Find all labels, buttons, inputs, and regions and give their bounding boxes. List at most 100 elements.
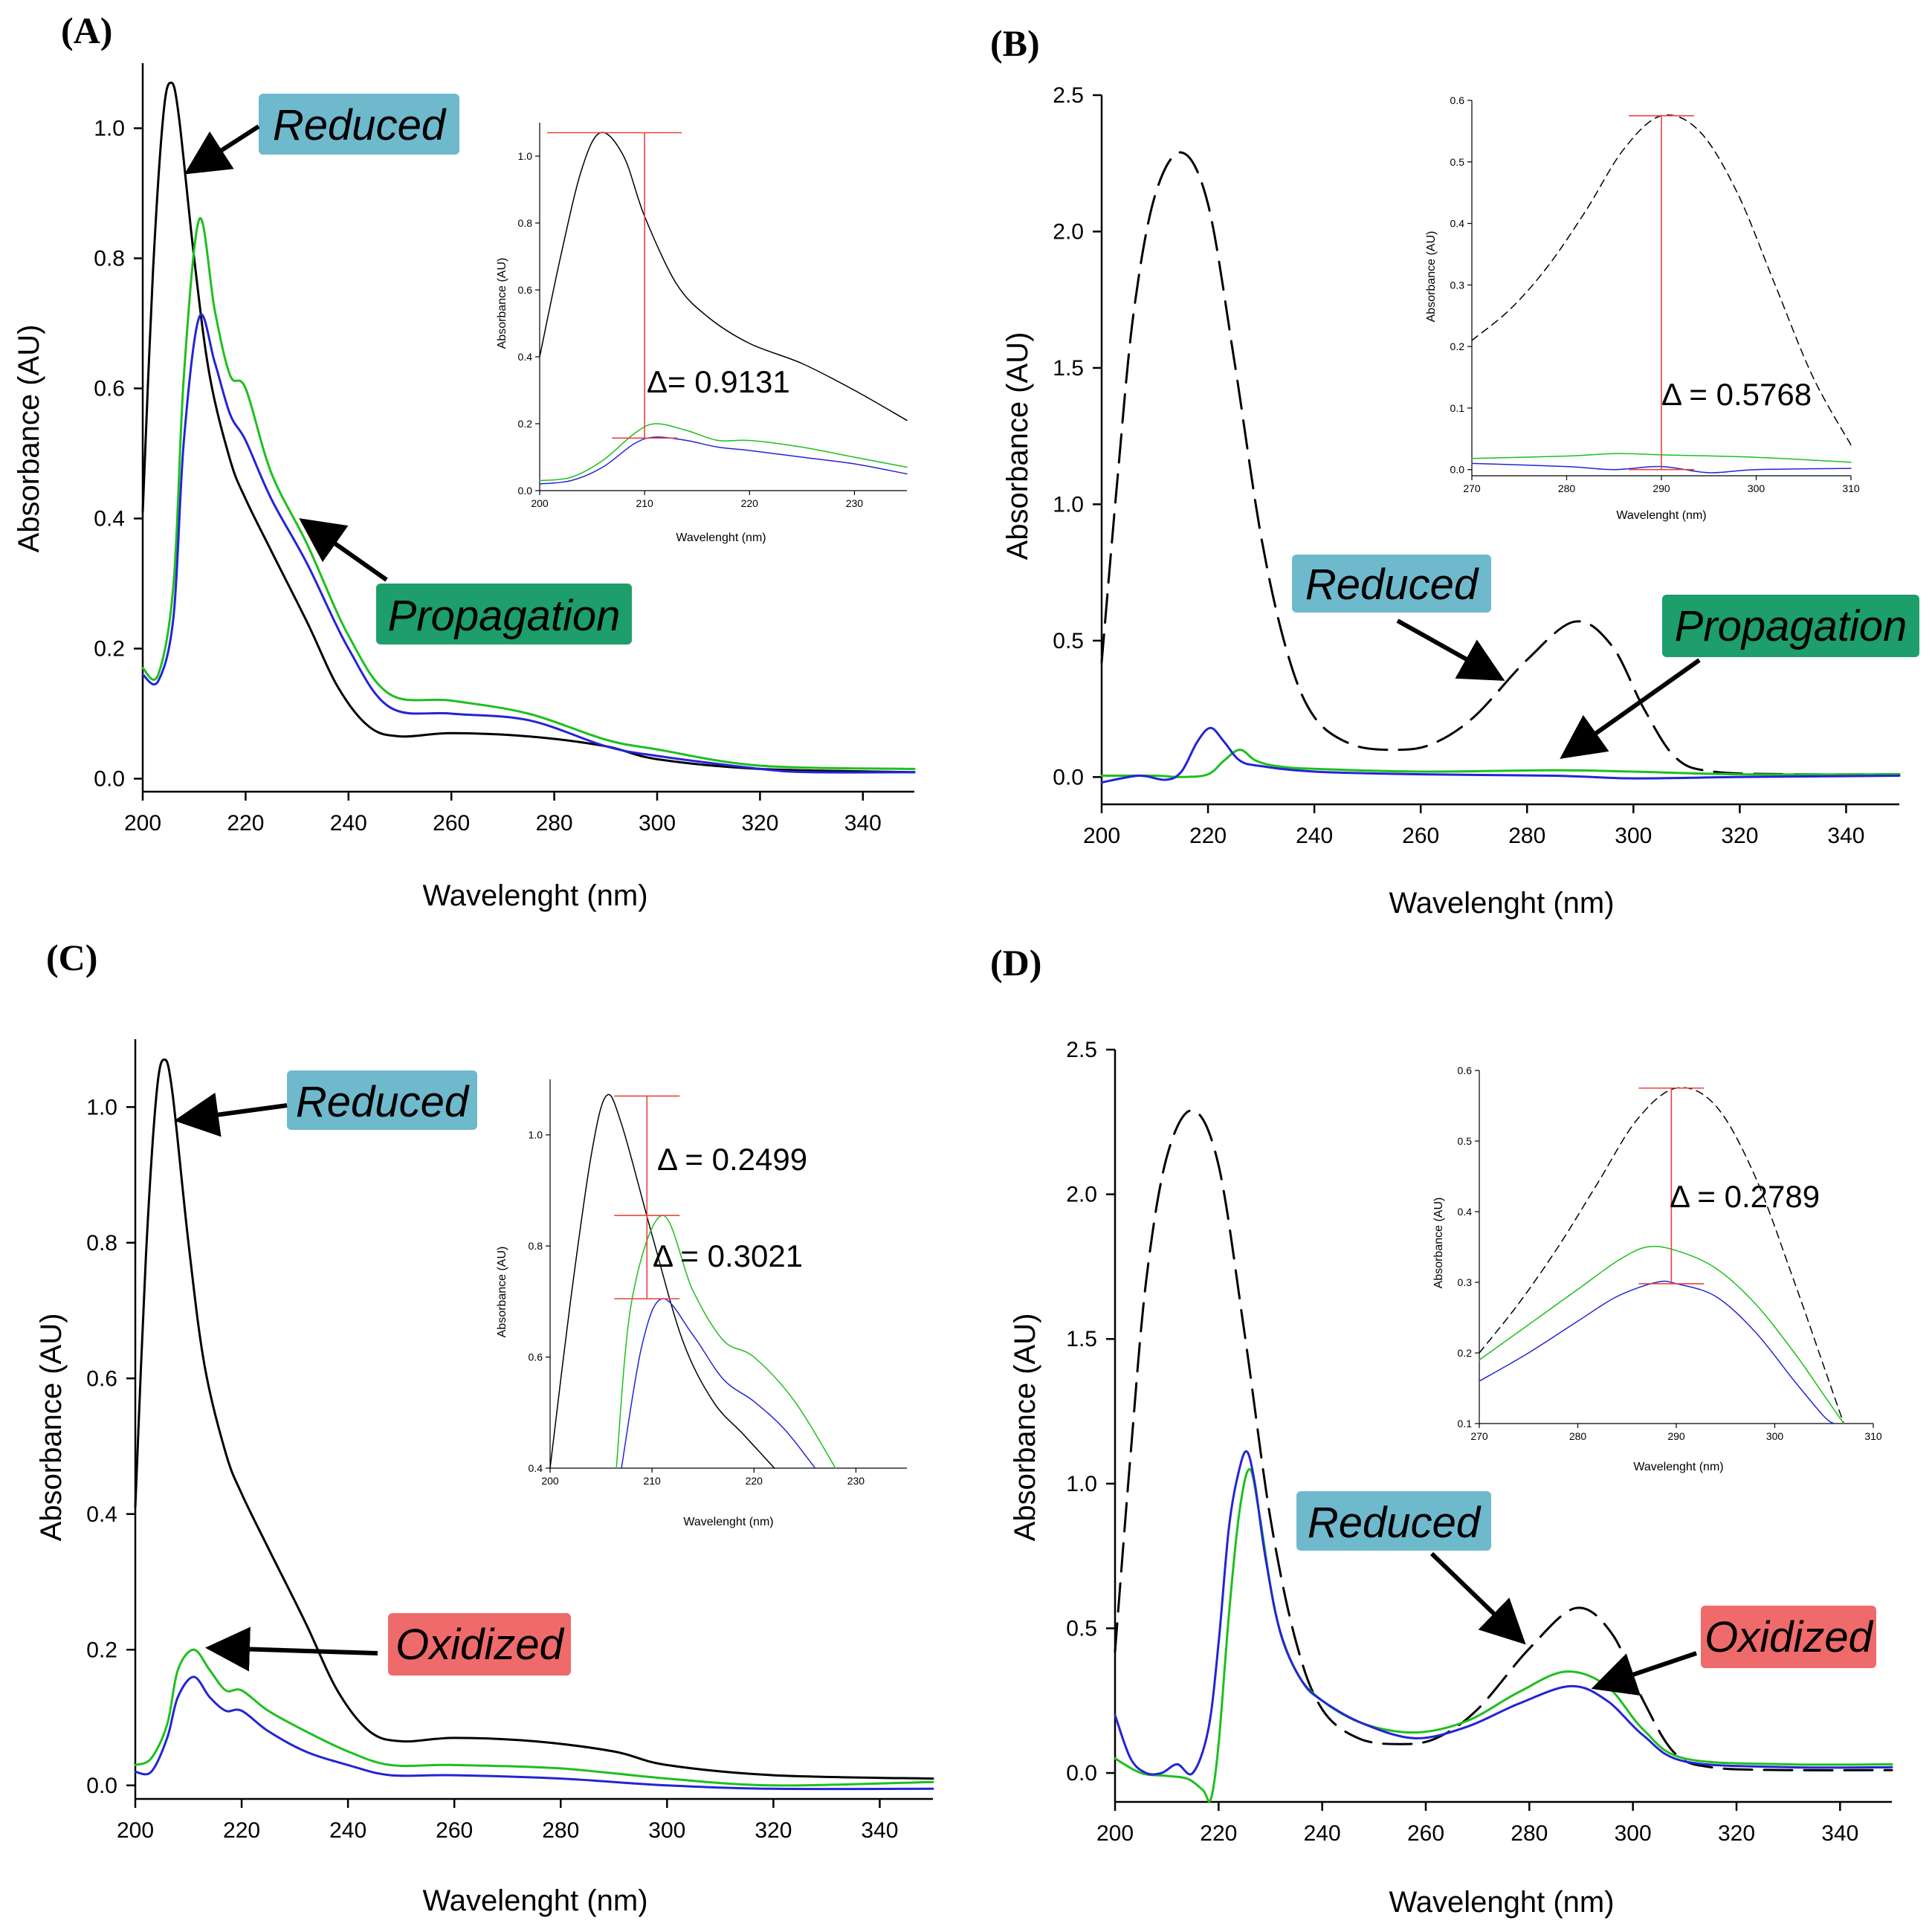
panel-c-y-tick-label: 1.0: [86, 1095, 117, 1120]
panel-a-inset-y-title: Absorbance (AU): [496, 258, 508, 349]
panel-c-y-tick-label: 0.4: [86, 1502, 117, 1527]
panel-b-inset-y-tick-label: 0.4: [1450, 218, 1465, 230]
panel-d-x-tick-label: 200: [1096, 1821, 1134, 1846]
panel-d-inset-x-tick-label: 270: [1470, 1430, 1488, 1442]
panel-d-callout-oxidized-text: Oxidized: [1705, 1613, 1873, 1661]
panel-b-y-tick-label: 1.0: [1053, 492, 1084, 517]
panel-b-inset-y-tick-label: 0.5: [1450, 156, 1465, 168]
panel-a-callout-propagation: Propagation: [376, 584, 632, 644]
panel-d-arrow-oxidized: [1591, 1651, 1697, 1696]
panel-d-y-tick-label: 2.0: [1066, 1183, 1097, 1207]
panel-d-y-tick-label: 1.0: [1066, 1472, 1097, 1496]
panel-d-inset-y-tick-label: 0.6: [1458, 1064, 1473, 1076]
panel-c-x-tick-label: 220: [223, 1818, 260, 1843]
panel-d-x-tick-label: 280: [1511, 1821, 1548, 1846]
panel-c-delta-label-2: Δ = 0.3021: [653, 1238, 803, 1273]
panel-c-x-axis-title: Wavelenght (nm): [422, 1884, 647, 1917]
panel-d-x-tick-label: 260: [1407, 1821, 1444, 1846]
panel-c-inset-y-title: Absorbance (AU): [496, 1247, 508, 1338]
panel-d-series-reduced: [1114, 1109, 1893, 1771]
panel-a-series-blue: [141, 313, 916, 774]
panel-d-inset-y-tick-label: 0.5: [1458, 1135, 1473, 1147]
panel-c-x-tick-label: 320: [755, 1818, 792, 1843]
panel-b-inset-y-tick-label: 0.2: [1450, 340, 1465, 352]
panel-c: (C) 200 220 240 260 280 300 320 340 0.0 0.2 0.4 0.6…: [35, 937, 934, 1917]
panel-c-letter: (C): [46, 937, 97, 978]
panel-a-y-tick-label: 0.6: [94, 377, 125, 401]
panel-d-letter: (D): [990, 942, 1041, 983]
panel-b-inset-x-tick-label: 290: [1652, 482, 1670, 494]
panel-b-inset: 270 280 290 300 310 0.0 0.1 0.2 0.3 0.4 0.5 0.6: [1450, 94, 1860, 494]
panel-c-x-tick-label: 300: [648, 1818, 685, 1843]
panel-a-inset-x-tick-label: 230: [846, 497, 864, 509]
panel-d-inset-series-reduced: [1479, 1087, 1845, 1424]
panel-a-callout-propagation-text: Propagation: [388, 592, 621, 640]
panel-a-inset-y-tick-label: 1.0: [518, 150, 533, 162]
panel-b-inset-x-tick-label: 280: [1558, 482, 1576, 494]
panel-c-callout-reduced-text: Reduced: [296, 1078, 470, 1126]
panel-c-callout-reduced-box: [287, 1070, 477, 1130]
panel-d-inset-y-tick-label: 0.1: [1458, 1418, 1473, 1429]
panel-c-arrow-reduced: [174, 1092, 288, 1137]
panel-d-x-tick-label: 240: [1304, 1821, 1341, 1846]
panel-b-arrow-reduced: [1396, 618, 1505, 681]
panel-b-x-tick-label: 340: [1827, 824, 1864, 848]
panel-a-x-tick-label: 220: [227, 811, 264, 836]
panel-a-callout-reduced-text: Reduced: [273, 101, 447, 149]
panel-a-y-tick-label: 1.0: [94, 117, 125, 141]
panel-b-y-tick-label: 0.0: [1053, 765, 1084, 789]
panel-b-y-tick-label: 0.5: [1053, 629, 1084, 653]
panel-c-x-tick-label: 260: [436, 1818, 473, 1843]
panel-b-inset-series-green: [1471, 453, 1852, 463]
panel-a-inset-x-tick-label: 200: [531, 497, 549, 509]
panel-a-arrow-propagation: [299, 518, 388, 582]
panel-b-x-tick-label: 280: [1508, 824, 1545, 848]
panel-d-callout-oxidized: Oxidized: [1701, 1606, 1876, 1668]
panel-c-inset-x-tick-label: 220: [746, 1475, 763, 1487]
panel-c-inset-x-tick-label: 200: [541, 1475, 559, 1487]
panel-a-inset-y-tick-label: 0.0: [518, 485, 533, 497]
panel-d-y-axis-title: Absorbance (AU): [1009, 1314, 1041, 1542]
panel-d-inset-x-tick-label: 290: [1667, 1430, 1685, 1442]
panel-c-inset: 200 210 220 230 0.4 0.6 0.8 1.0: [529, 1079, 907, 1487]
panel-a: (A) 200 220 240 260 280 300 320 340 0.0 0.2 0.4 0.6…: [13, 10, 916, 912]
panel-b-inset-x-title: Wavelenght (nm): [1616, 509, 1706, 522]
panel-d-inset-y-title: Absorbance (AU): [1432, 1198, 1445, 1289]
panel-c-x-tick-label: 280: [542, 1818, 579, 1843]
panel-d-callout-oxidized-box: [1701, 1606, 1876, 1668]
panel-a-y-axis-title: Absorbance (AU): [13, 325, 45, 553]
panel-b-x-tick-label: 240: [1296, 824, 1333, 848]
panel-d-series-blue: [1114, 1450, 1893, 1776]
panel-b-y-tick-label: 1.5: [1053, 356, 1084, 381]
panel-b-x-tick-label: 200: [1083, 824, 1120, 848]
panel-a-x-tick-label: 300: [639, 811, 676, 836]
panel-a-inset-x-tick-label: 220: [741, 497, 759, 509]
panel-b-letter: (B): [990, 22, 1040, 64]
panel-c-inset-y-tick-label: 0.8: [529, 1240, 543, 1252]
panel-d-inset-y-tick-label: 0.4: [1458, 1206, 1473, 1218]
panel-a-inset-x-title: Wavelenght (nm): [676, 532, 766, 544]
panel-c-x-tick-label: 240: [329, 1818, 366, 1843]
panel-d-x-axis-title: Wavelenght (nm): [1389, 1886, 1614, 1919]
panel-a-delta-label: Δ= 0.9131: [647, 364, 790, 399]
panel-c-inset-y-tick-label: 0.4: [529, 1462, 543, 1474]
panel-d-inset: 270 280 290 300 310 0.1 0.2 0.3 0.4 0.5 0.6: [1458, 1064, 1882, 1442]
panel-a-x-tick-label: 340: [844, 811, 882, 836]
panel-a-x-axis-title: Wavelenght (nm): [422, 879, 647, 912]
panel-b-series-green: [1100, 749, 1901, 778]
panel-b-callout-reduced: Reduced: [1292, 555, 1491, 613]
panel-b-callout-propagation: Propagation: [1662, 595, 1919, 657]
panel-b-x-tick-label: 300: [1615, 824, 1652, 848]
panel-c-inset-series-blue: [621, 1298, 816, 1469]
panel-c-y-tick-label: 0.8: [86, 1231, 117, 1256]
panel-c-y-tick-label: 0.2: [86, 1638, 117, 1662]
panel-b-inset-y-tick-label: 0.3: [1450, 279, 1465, 291]
panel-a-inset-y-tick-label: 0.6: [518, 284, 533, 296]
panel-d-y-tick-label: 0.5: [1066, 1616, 1097, 1641]
panel-a-letter: (A): [61, 10, 112, 51]
panel-b-y-tick-label: 2.0: [1053, 219, 1084, 244]
panel-b-callout-propagation-text: Propagation: [1675, 602, 1907, 650]
panel-a-inset-y-tick-label: 0.4: [518, 351, 533, 363]
panel-a-callout-propagation-box: [376, 584, 632, 644]
